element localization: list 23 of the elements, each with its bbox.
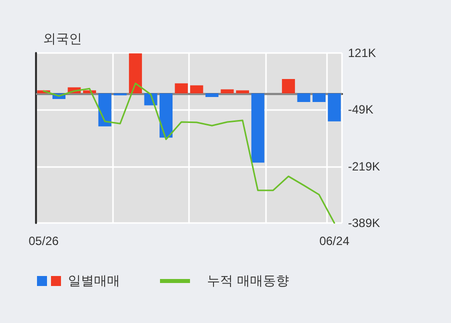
x-tick-label: 05/26: [28, 234, 59, 248]
chart-title: 외국인: [43, 31, 82, 46]
y-tick-label: -219K: [348, 159, 380, 174]
bar: [282, 79, 295, 94]
y-tick-label: 121K: [348, 46, 376, 60]
line-series: [42, 82, 336, 224]
y-tick-label: -389K: [348, 216, 380, 230]
bar: [98, 93, 112, 126]
bar: [205, 93, 218, 97]
y-tick-label: -49K: [348, 102, 374, 117]
bar: [174, 83, 188, 94]
bar: [251, 93, 264, 163]
bar: [128, 53, 142, 94]
bar: [160, 93, 173, 138]
bar: [328, 93, 341, 122]
x-tick-label: 06/24: [319, 234, 350, 248]
legend-label: 누적 매매동향: [207, 273, 290, 290]
bar: [297, 93, 310, 102]
bar: [220, 89, 234, 94]
bar: [236, 90, 250, 94]
bar: [312, 93, 326, 102]
legend-label: 일별매매: [68, 273, 120, 290]
bar: [190, 85, 204, 94]
